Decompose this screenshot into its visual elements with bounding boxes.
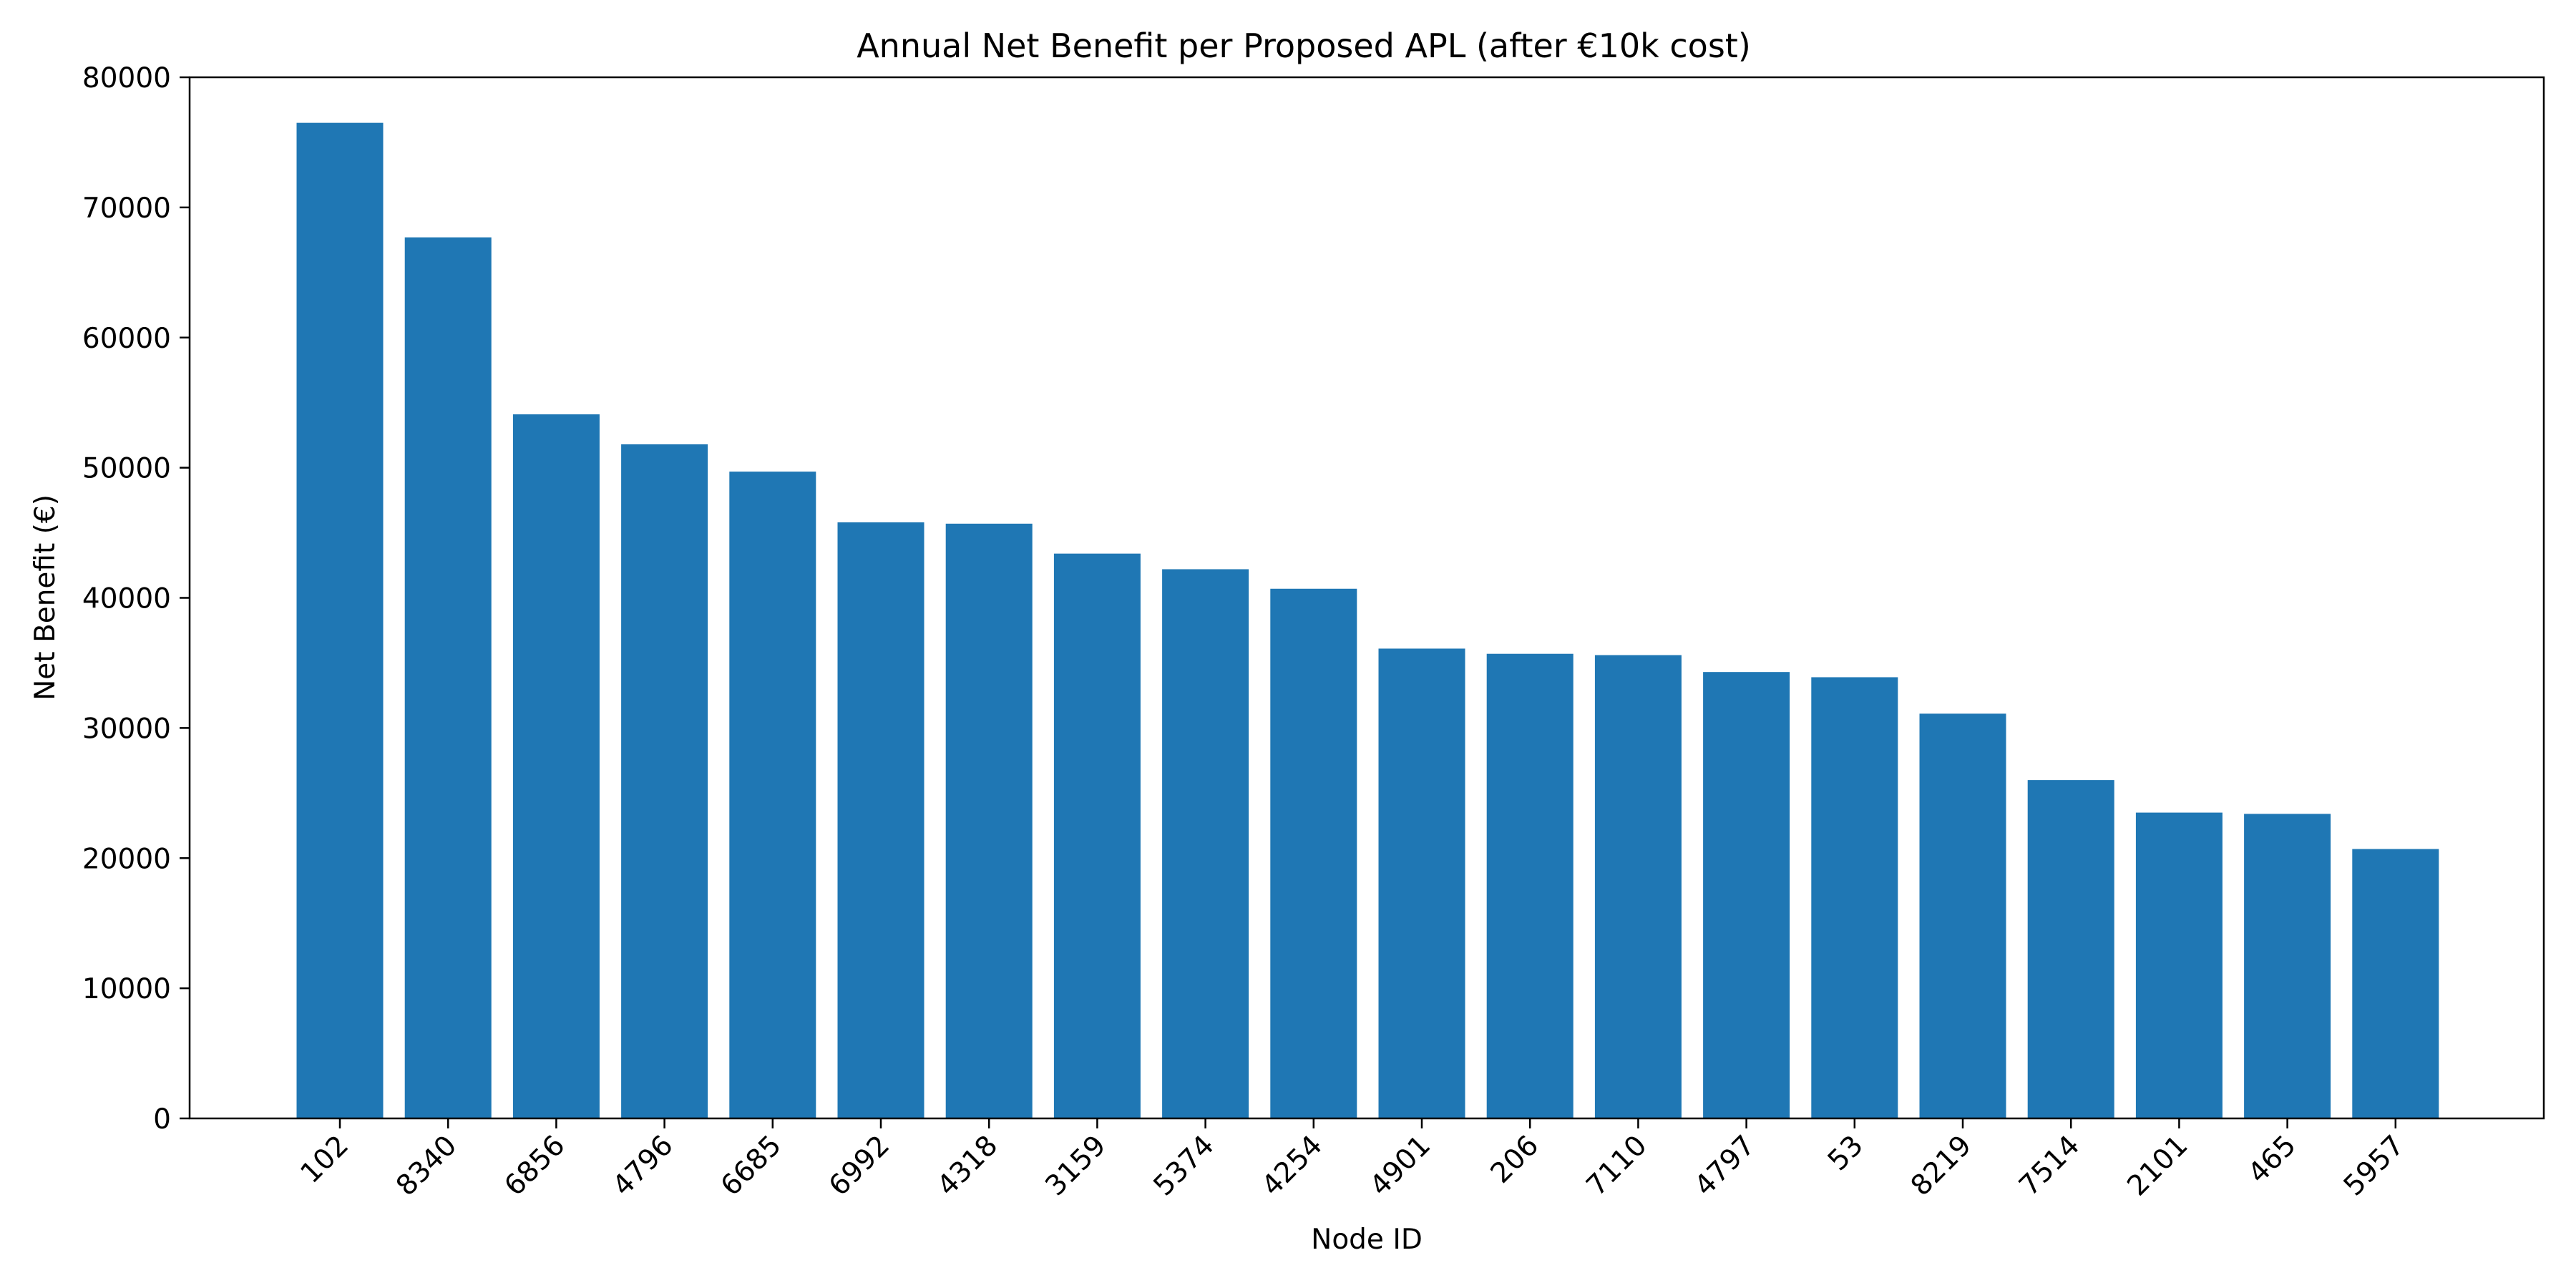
bar-4901 <box>1378 648 1465 1118</box>
x-tick-label: 4797 <box>1689 1129 1762 1202</box>
y-tick-label: 10000 <box>82 973 171 1005</box>
bar-4797 <box>1703 672 1790 1118</box>
bar-4254 <box>1270 588 1357 1118</box>
bar-5374 <box>1162 569 1249 1118</box>
x-tick-label: 6992 <box>823 1129 896 1202</box>
plot-frame <box>188 76 2545 1120</box>
bars-group <box>296 122 2439 1118</box>
x-axis-label: Node ID <box>1311 1224 1423 1256</box>
bar-8219 <box>1919 713 2006 1118</box>
y-tick-label: 80000 <box>82 62 171 94</box>
x-tick-label: 3159 <box>1039 1129 1112 1202</box>
y-axis-label: Net Benefit (€) <box>29 494 62 701</box>
x-tick-label: 7110 <box>1580 1129 1653 1202</box>
bar-8340 <box>404 237 492 1118</box>
x-tick-label: 4796 <box>607 1129 680 1202</box>
x-tick-label: 5957 <box>2338 1129 2411 1202</box>
x-tick-label: 5374 <box>1148 1129 1221 1202</box>
bar-7110 <box>1594 655 1682 1118</box>
y-tick-label: 0 <box>153 1103 171 1136</box>
bar-2101 <box>2135 812 2223 1118</box>
y-tick-label: 40000 <box>82 583 171 615</box>
x-tick-label: 4318 <box>931 1129 1004 1202</box>
bar-4318 <box>945 523 1033 1118</box>
x-tick-label: 7514 <box>2013 1129 2086 1202</box>
y-tick-label: 60000 <box>82 323 171 355</box>
y-tick-label: 50000 <box>82 453 171 485</box>
bar-53 <box>1811 677 1898 1118</box>
y-tick-label: 70000 <box>82 192 171 225</box>
x-tick-label: 465 <box>2242 1129 2302 1189</box>
x-tick-label: 8340 <box>390 1129 463 1202</box>
y-tick-label: 30000 <box>82 713 171 745</box>
bar-5957 <box>2352 849 2439 1118</box>
bar-3159 <box>1053 553 1141 1118</box>
bar-6856 <box>512 414 600 1118</box>
x-tick-label: 4254 <box>1256 1129 1329 1202</box>
y-tick-label: 20000 <box>82 843 171 875</box>
x-tick-label: 6856 <box>498 1129 571 1202</box>
bar-206 <box>1486 653 1574 1118</box>
bar-102 <box>296 122 384 1118</box>
x-tick-label: 102 <box>295 1129 355 1189</box>
bar-4796 <box>621 444 708 1118</box>
x-tick-label: 8219 <box>1905 1129 1978 1202</box>
x-tick-label: 2101 <box>2121 1129 2194 1202</box>
bar-7514 <box>2027 780 2114 1118</box>
bar-6992 <box>837 522 924 1118</box>
x-axis: 102 8340 6856 4796 6685 6992 4318 3159 5374 4254 4… <box>295 1118 2411 1202</box>
chart-title: Annual Net Benefit per Proposed APL (aft… <box>857 26 1751 65</box>
x-tick-label: 206 <box>1485 1129 1545 1189</box>
bar-465 <box>2244 814 2331 1118</box>
x-tick-label: 6685 <box>715 1129 788 1202</box>
x-tick-label: 4901 <box>1364 1129 1437 1202</box>
y-axis: 0 10000 20000 30000 40000 50000 60000 70000 8000… <box>82 62 190 1136</box>
bar-6685 <box>729 472 816 1118</box>
x-tick-label: 53 <box>1822 1129 1870 1177</box>
